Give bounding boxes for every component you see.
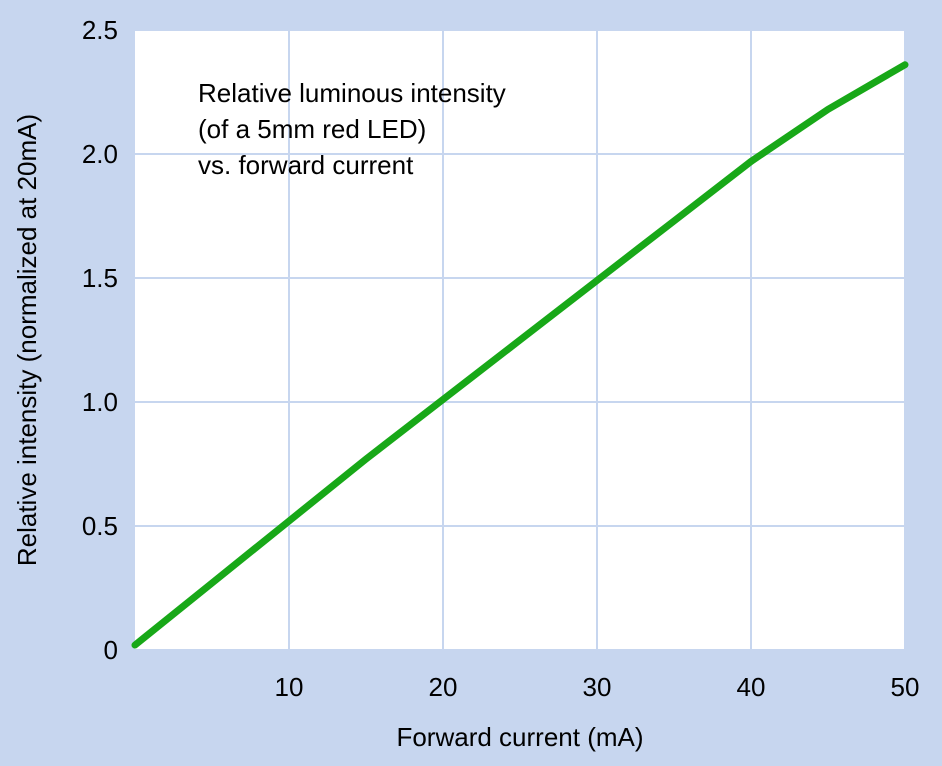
- x-tick-label: 50: [891, 672, 920, 702]
- x-tick-label: 20: [429, 672, 458, 702]
- chart-title-line: vs. forward current: [198, 150, 414, 180]
- y-tick-label: 1.0: [82, 387, 118, 417]
- chart-title-line: (of a 5mm red LED): [198, 114, 426, 144]
- chart-title-line: Relative luminous intensity: [198, 78, 506, 108]
- chart-container: 10 20 30 40 50 0 0.5 1.0 1.5 2.0 2.5 Forward curren…: [0, 0, 942, 766]
- y-tick-label: 0: [104, 635, 118, 665]
- y-axis-label: Relative intensity (normalized at 20mA): [12, 114, 42, 566]
- x-axis-label: Forward current (mA): [396, 722, 643, 752]
- chart-svg: 10 20 30 40 50 0 0.5 1.0 1.5 2.0 2.5 Forward curren…: [0, 0, 942, 766]
- y-tick-label: 2.5: [82, 15, 118, 45]
- x-tick-label: 10: [275, 672, 304, 702]
- y-tick-label: 1.5: [82, 263, 118, 293]
- x-tick-label: 40: [737, 672, 766, 702]
- x-tick-label: 30: [583, 672, 612, 702]
- y-tick-label: 2.0: [82, 139, 118, 169]
- y-tick-label: 0.5: [82, 511, 118, 541]
